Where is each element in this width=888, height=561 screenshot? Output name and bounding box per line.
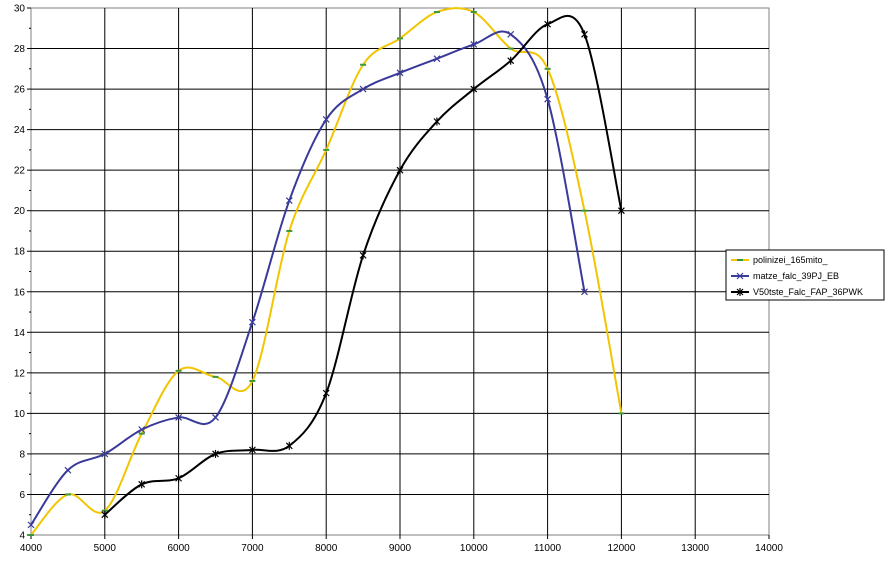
data-point — [544, 20, 552, 29]
data-point — [212, 414, 219, 421]
data-point — [617, 206, 625, 215]
axes: 4000 5000 6000 7000 8000 9000 10000 11000 12000 1… — [14, 4, 783, 555]
data-point — [396, 69, 404, 77]
legend-marker — [736, 288, 744, 296]
legend-label: V50tste_Falc_FAP_36PWK — [753, 287, 863, 297]
data-point — [433, 117, 441, 126]
data-point — [175, 474, 183, 483]
y-tick-label: 26 — [14, 85, 26, 96]
x-tick-label: 11000 — [534, 543, 562, 554]
series-V50tste_Falc_FAP_36PWK — [101, 14, 625, 519]
legend-item: polinizei_165mito_ — [731, 255, 829, 265]
data-point — [581, 30, 588, 39]
data-point — [212, 449, 219, 458]
data-point — [507, 56, 515, 65]
x-tick-label: 7000 — [241, 543, 264, 554]
y-tick-label: 28 — [14, 44, 26, 55]
data-point — [138, 426, 146, 434]
legend-label: matze_falc_39PJ_EB — [753, 271, 839, 281]
y-tick-label: 22 — [14, 166, 26, 177]
data-point — [507, 30, 515, 38]
legend-label: polinizei_165mito_ — [753, 255, 829, 265]
y-tick-label: 16 — [14, 287, 26, 298]
data-point — [138, 480, 146, 489]
legend: polinizei_165mito_ matze_falc_39PJ_EB V50t… — [725, 249, 885, 301]
data-point — [359, 251, 367, 260]
x-tick-label: 10000 — [460, 543, 488, 554]
data-point — [101, 450, 109, 458]
data-point — [322, 116, 330, 123]
y-tick-label: 14 — [14, 328, 26, 339]
data-point — [470, 41, 478, 48]
y-tick-label: 4 — [19, 531, 25, 542]
x-tick-label: 6000 — [167, 543, 190, 554]
y-tick-label: 10 — [14, 409, 26, 420]
legend-item: V50tste_Falc_FAP_36PWK — [731, 287, 863, 297]
data-point — [64, 466, 72, 474]
series-matze_falc_39PJ_EB — [27, 30, 588, 529]
legend-marker — [736, 272, 744, 280]
data-point — [101, 510, 109, 519]
y-tick-label: 30 — [14, 4, 26, 15]
x-tick-label: 13000 — [681, 543, 709, 554]
x-tick-label: 4000 — [20, 543, 43, 554]
x-tick-label: 9000 — [389, 543, 412, 554]
y-tick-label: 18 — [14, 247, 26, 258]
y-tick-label: 12 — [14, 368, 26, 379]
legend-box — [725, 249, 885, 301]
data-point — [433, 55, 441, 63]
y-tick-label: 8 — [19, 449, 25, 460]
data-point — [285, 197, 293, 204]
y-tick-label: 6 — [19, 490, 25, 501]
legend-item: matze_falc_39PJ_EB — [731, 271, 839, 281]
data-point — [396, 166, 404, 175]
data-point — [322, 389, 330, 398]
data-point — [248, 445, 256, 454]
data-point — [359, 85, 367, 93]
series-layer — [27, 7, 625, 536]
x-tick-label: 5000 — [94, 543, 117, 554]
data-point — [581, 288, 588, 296]
data-point — [544, 95, 552, 103]
data-point — [175, 414, 183, 421]
y-tick-label: 24 — [14, 125, 26, 136]
data-point — [248, 318, 256, 326]
x-tick-label: 12000 — [607, 543, 635, 554]
data-point — [285, 441, 293, 450]
x-tick-label: 8000 — [315, 543, 338, 554]
x-tick-label: 14000 — [755, 543, 783, 554]
data-point — [27, 521, 35, 529]
data-point — [470, 85, 478, 94]
series-polinizei_165mito_ — [28, 7, 625, 536]
y-tick-label: 20 — [14, 206, 26, 217]
